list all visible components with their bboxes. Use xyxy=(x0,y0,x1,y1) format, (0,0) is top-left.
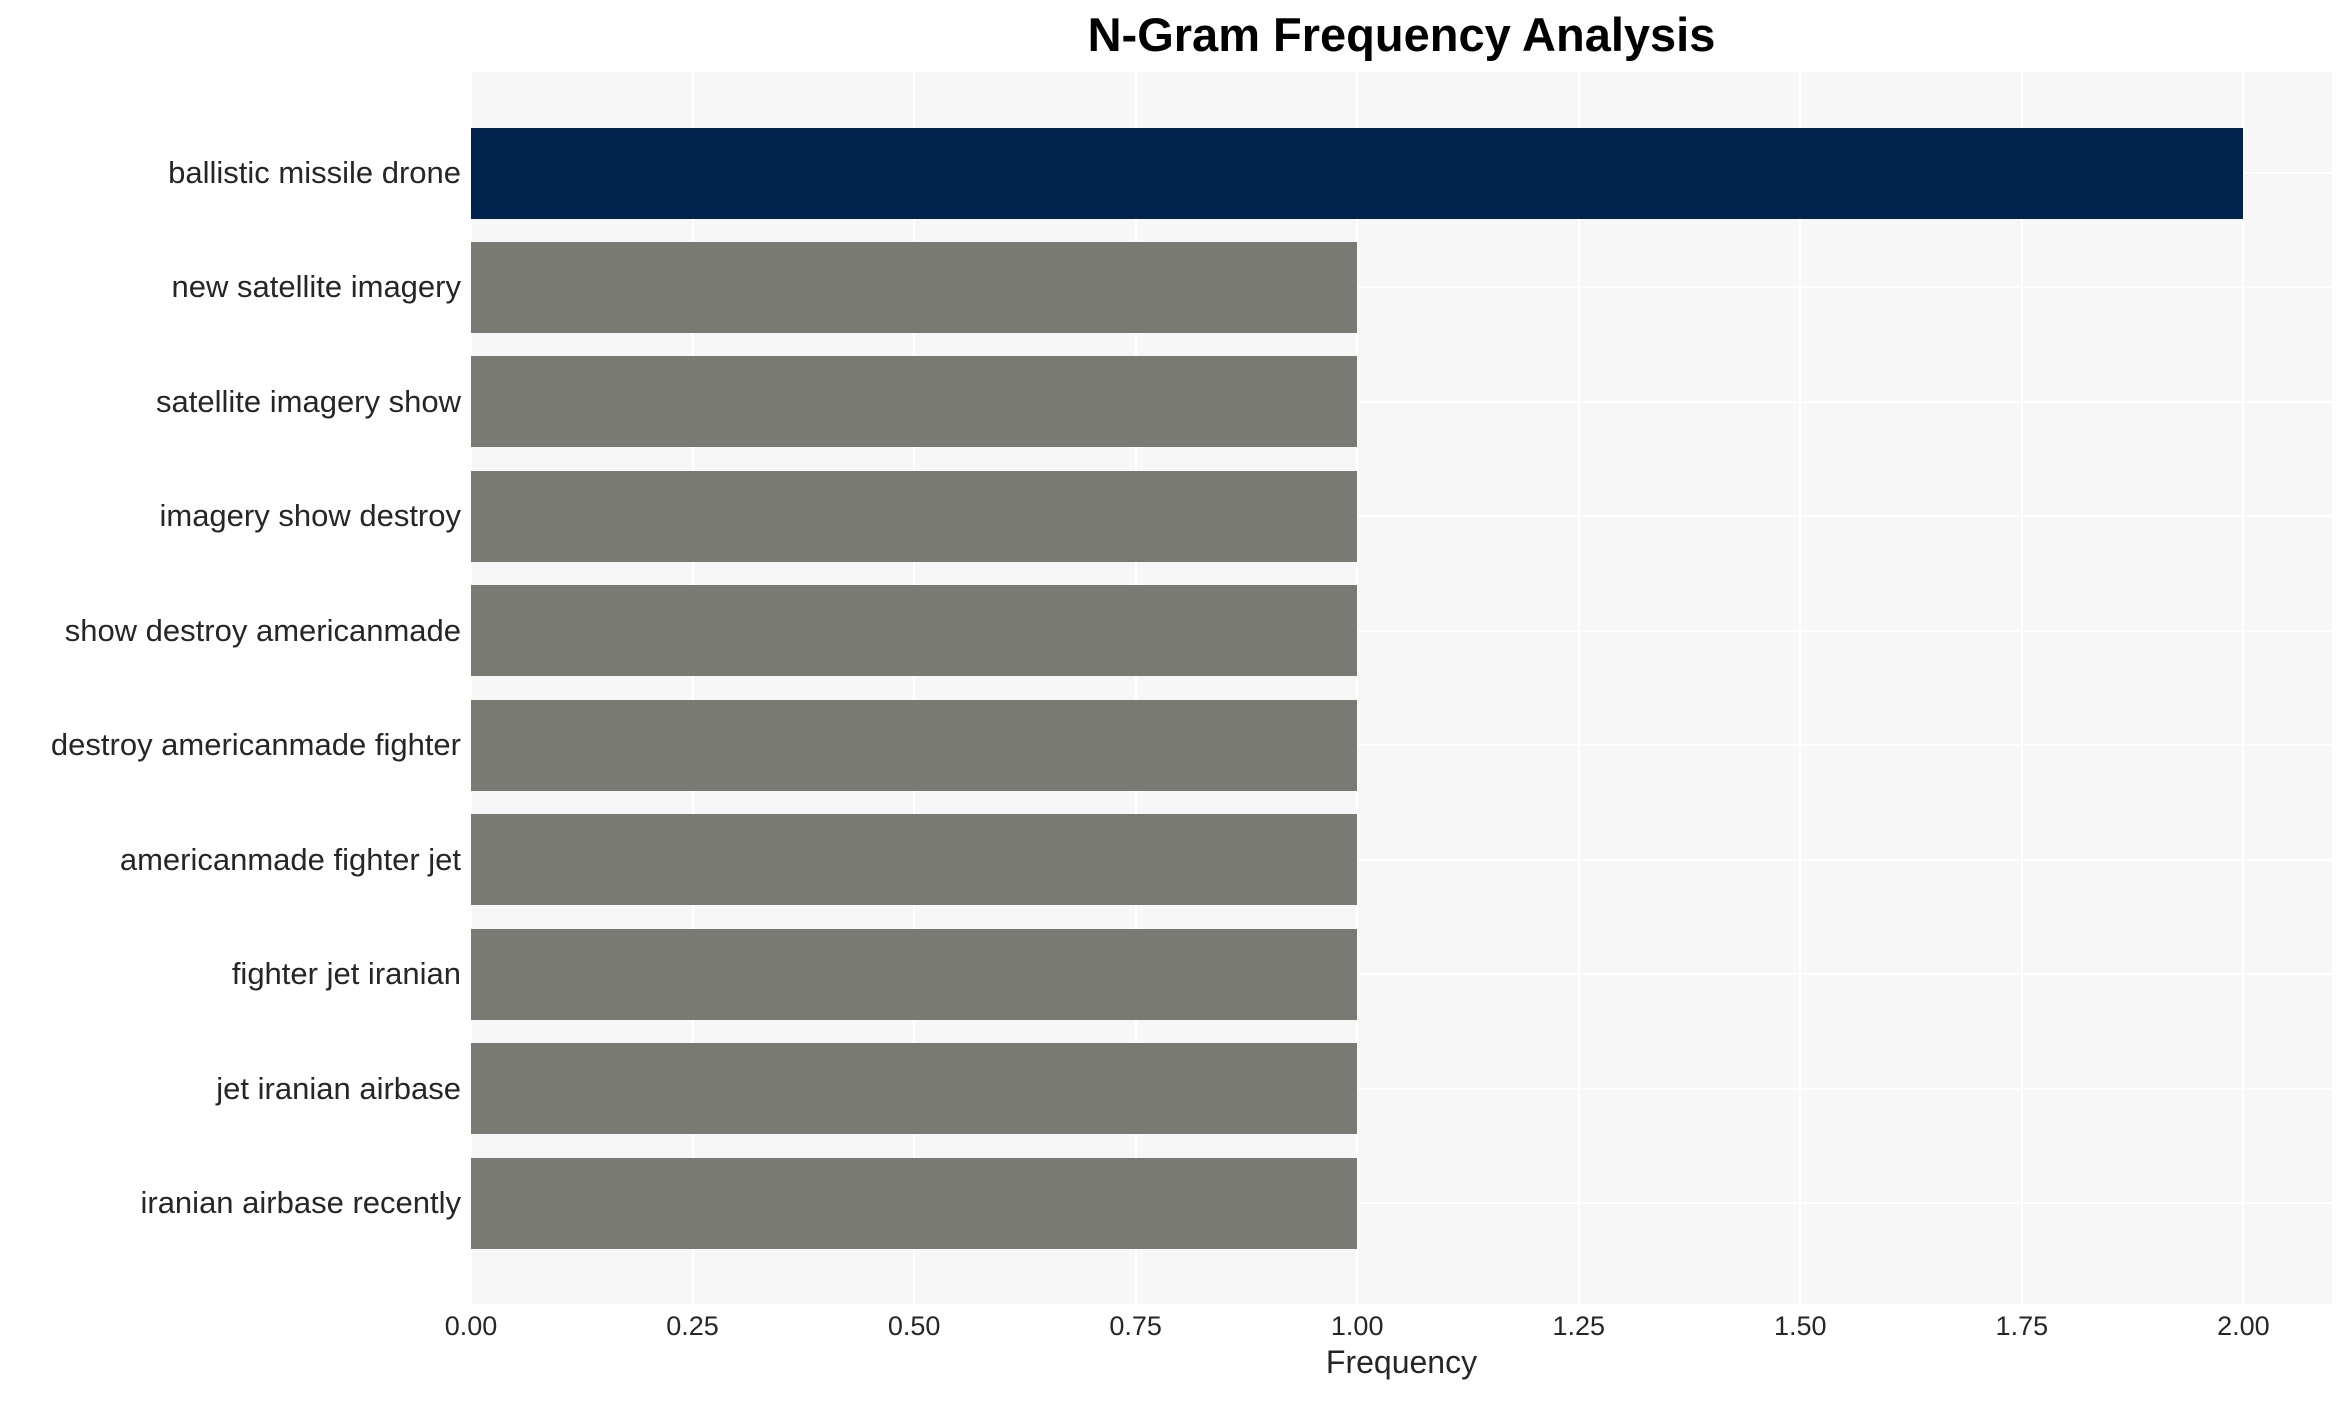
x-tick-label: 1.00 xyxy=(1330,1311,1384,1341)
x-tick-label: 2.00 xyxy=(2217,1311,2270,1341)
x-tick-label: 1.25 xyxy=(1552,1311,1606,1341)
bar xyxy=(471,699,1358,791)
bar xyxy=(471,1157,1358,1249)
y-gridline xyxy=(471,1202,2332,1204)
category-label: americanmade fighter jet xyxy=(119,841,461,877)
y-gridline xyxy=(471,629,2332,632)
chart-title: N-Gram Frequency Analysis xyxy=(1087,8,1716,61)
bar xyxy=(471,356,1358,448)
category-label: destroy americanmade fighter xyxy=(50,727,461,763)
x-gridline xyxy=(913,72,916,1304)
x-gridline xyxy=(1799,72,1802,1304)
x-gridline xyxy=(2242,72,2245,1304)
x-gridline xyxy=(1577,72,1580,1304)
y-gridline xyxy=(471,400,2332,403)
bar xyxy=(471,814,1358,906)
y-axis-labels: ballistic missile drone new satellite ima… xyxy=(0,72,461,1304)
plot-area xyxy=(470,72,2332,1304)
y-gridline xyxy=(471,744,2332,747)
x-tick-label: 1.75 xyxy=(1995,1311,2049,1341)
x-tick-label: 1.50 xyxy=(1774,1311,1827,1341)
bar xyxy=(471,241,1358,333)
category-label: fighter jet iranian xyxy=(231,956,461,992)
x-gridline xyxy=(1134,72,1137,1304)
category-label: jet iranian airbase xyxy=(216,1070,461,1106)
category-label: iranian airbase recently xyxy=(140,1185,461,1220)
category-label: imagery show destroy xyxy=(159,498,461,534)
x-axis-ticks: 0.00 0.25 0.50 0.75 1.00 1.25 1.50 1.75 2.00 xyxy=(445,1310,2332,1344)
bar xyxy=(471,1043,1358,1135)
x-axis-label: Frequency xyxy=(1325,1344,1478,1380)
category-label: show destroy americanmade xyxy=(64,612,461,648)
y-gridline xyxy=(471,286,2332,289)
x-tick-label: 0.00 xyxy=(444,1311,498,1341)
x-gridline xyxy=(691,72,694,1304)
category-label: new satellite imagery xyxy=(171,269,461,305)
y-gridline xyxy=(471,858,2332,861)
x-gridline xyxy=(470,72,472,1304)
category-label: satellite imagery show xyxy=(156,383,461,419)
x-gridline xyxy=(2020,72,2023,1304)
y-gridline xyxy=(471,515,2332,518)
bars-layer xyxy=(471,72,2332,1304)
bar xyxy=(471,127,2244,219)
y-gridline xyxy=(471,1087,2332,1090)
x-tick-label: 0.50 xyxy=(887,1311,941,1341)
x-gridline xyxy=(1356,72,1359,1304)
x-tick-label: 0.25 xyxy=(666,1311,719,1341)
x-tick-label: 0.75 xyxy=(1109,1311,1162,1341)
bar xyxy=(471,470,1358,562)
bar xyxy=(471,585,1358,677)
category-label: ballistic missile drone xyxy=(168,155,461,190)
bar xyxy=(471,928,1358,1020)
y-gridline xyxy=(471,973,2332,976)
